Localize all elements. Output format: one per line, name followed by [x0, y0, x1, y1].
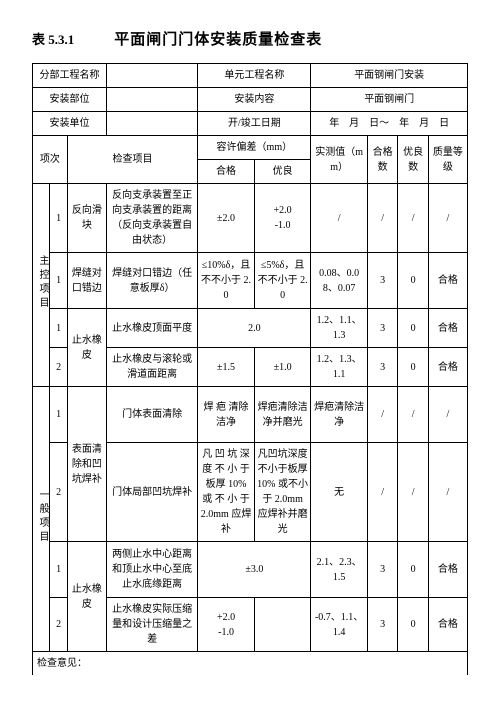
row-num: 2: [50, 443, 67, 542]
cell: 凡凹坑深度不小于板厚 10% 或不小于 2.0mm 应焊补并磨光: [254, 443, 311, 542]
row-item: 门体局部凹坑焊补: [106, 443, 197, 542]
cell: 合格: [428, 309, 467, 348]
cell: /: [367, 184, 397, 253]
cell: /: [428, 443, 467, 542]
row-num: 1: [50, 184, 67, 253]
col-head: 项次: [33, 136, 68, 184]
col-head: 实测值（mm）: [311, 136, 368, 184]
cell: /: [311, 184, 368, 253]
label: 单元工程名称: [198, 64, 311, 88]
label: 安装内容: [198, 88, 311, 112]
col-head: 检查项目: [67, 136, 198, 184]
footer-label: 检查意见：: [33, 652, 468, 676]
inspection-table: 分部工程名称 单元工程名称 平面钢闸门安装 安装部位 安装内容 平面钢闸门 安装…: [32, 63, 468, 675]
group-label: 主控项目: [33, 184, 50, 387]
row-num: 2: [50, 598, 67, 652]
row-item: 反向支承装置至正向支承装置的距离（反向支承装置自由状态）: [106, 184, 197, 253]
value: 年 月 日～ 年 月 日: [311, 112, 468, 136]
row-cat: 止水橡皮: [67, 309, 106, 387]
col-head: 合格: [198, 160, 255, 184]
row-num: 2: [50, 348, 67, 387]
cell: 凡 凹 坑 深 度 不 小 于板厚 10% 或 不 小 于 2.0mm 应焊补: [198, 443, 255, 542]
col-head: 质量等级: [428, 136, 467, 184]
cell: 合格: [428, 348, 467, 387]
cell: 2.0: [198, 309, 311, 348]
row-item: 止水橡皮与滚轮或滑道面距离: [106, 348, 197, 387]
cell: [254, 598, 311, 652]
cell: /: [428, 387, 467, 443]
cell: 3: [367, 253, 397, 309]
cell: /: [367, 387, 397, 443]
cell: /: [398, 184, 428, 253]
row-cat: 反向滑块: [67, 184, 106, 253]
cell: 合格: [428, 253, 467, 309]
row-item: 两侧止水中心距离和顶止水中心至底止水底缘距离: [106, 542, 197, 598]
row-num: 1: [50, 387, 67, 443]
cell: 2.1、2.3、1.5: [311, 542, 368, 598]
cell: 0: [398, 598, 428, 652]
row-num: 1: [50, 253, 67, 309]
cell: 3: [367, 542, 397, 598]
cell: +2.0 -1.0: [198, 598, 255, 652]
cell: /: [428, 184, 467, 253]
row-item: 焊缝对口错边（任意板厚δ）: [106, 253, 197, 309]
label: 安装单位: [33, 112, 107, 136]
row-item: 止水橡皮实际压缩量和设计压缩量之差: [106, 598, 197, 652]
row-cat: 止水橡皮: [67, 542, 106, 652]
col-head: 合格数: [367, 136, 397, 184]
value: [106, 64, 197, 88]
cell: ±3.0: [198, 542, 311, 598]
cell: 0: [398, 309, 428, 348]
cell: /: [398, 387, 428, 443]
group-label: 一般项目: [33, 387, 50, 652]
cell: 无: [311, 443, 368, 542]
label: 分部工程名称: [33, 64, 107, 88]
cell: ≤10%δ，且不不小于 2.0: [198, 253, 255, 309]
cell: 合格: [428, 598, 467, 652]
label: 开/竣工日期: [198, 112, 311, 136]
row-item: 门体表面清除: [106, 387, 197, 443]
value: 平面钢闸门安装: [311, 64, 468, 88]
cell: 0: [398, 253, 428, 309]
cell: 3: [367, 348, 397, 387]
cell: 焊疤清除洁净并磨光: [254, 387, 311, 443]
cell: 0: [398, 542, 428, 598]
value: 平面钢闸门: [311, 88, 468, 112]
row-cat: 焊缝对口错边: [67, 253, 106, 309]
cell: 焊疤清除洁净: [311, 387, 368, 443]
col-head: 容许偏差（mm）: [198, 136, 311, 160]
cell: ≤5%δ，且不不小于 2.0: [254, 253, 311, 309]
cell: 1.2、1.1、1.3: [311, 309, 368, 348]
cell: 0: [398, 348, 428, 387]
cell: ±2.0: [198, 184, 255, 253]
cell: ±1.0: [254, 348, 311, 387]
cell: +2.0 -1.0: [254, 184, 311, 253]
cell: 0.08、0.08、0.07: [311, 253, 368, 309]
table-number: 表 5.3.1: [32, 29, 74, 48]
cell: ±1.5: [198, 348, 255, 387]
value: [106, 88, 197, 112]
row-num: 1: [50, 309, 67, 348]
cell: -0.7、1.1、1.4: [311, 598, 368, 652]
cell: /: [367, 443, 397, 542]
cell: 焊 疤 清除洁净: [198, 387, 255, 443]
cell: /: [398, 443, 428, 542]
label: 安装部位: [33, 88, 107, 112]
page-title: 平面闸门门体安装质量检查表: [114, 28, 322, 49]
cell: 1.2、1.3、1.1: [311, 348, 368, 387]
cell: 3: [367, 598, 397, 652]
row-num: 1: [50, 542, 67, 598]
row-cat: 表面清除和凹坑焊补: [67, 387, 106, 542]
col-head: 优良: [254, 160, 311, 184]
cell: 3: [367, 309, 397, 348]
row-item: 止水橡皮顶面平度: [106, 309, 197, 348]
col-head: 优良数: [398, 136, 428, 184]
cell: 合格: [428, 542, 467, 598]
value: [106, 112, 197, 136]
